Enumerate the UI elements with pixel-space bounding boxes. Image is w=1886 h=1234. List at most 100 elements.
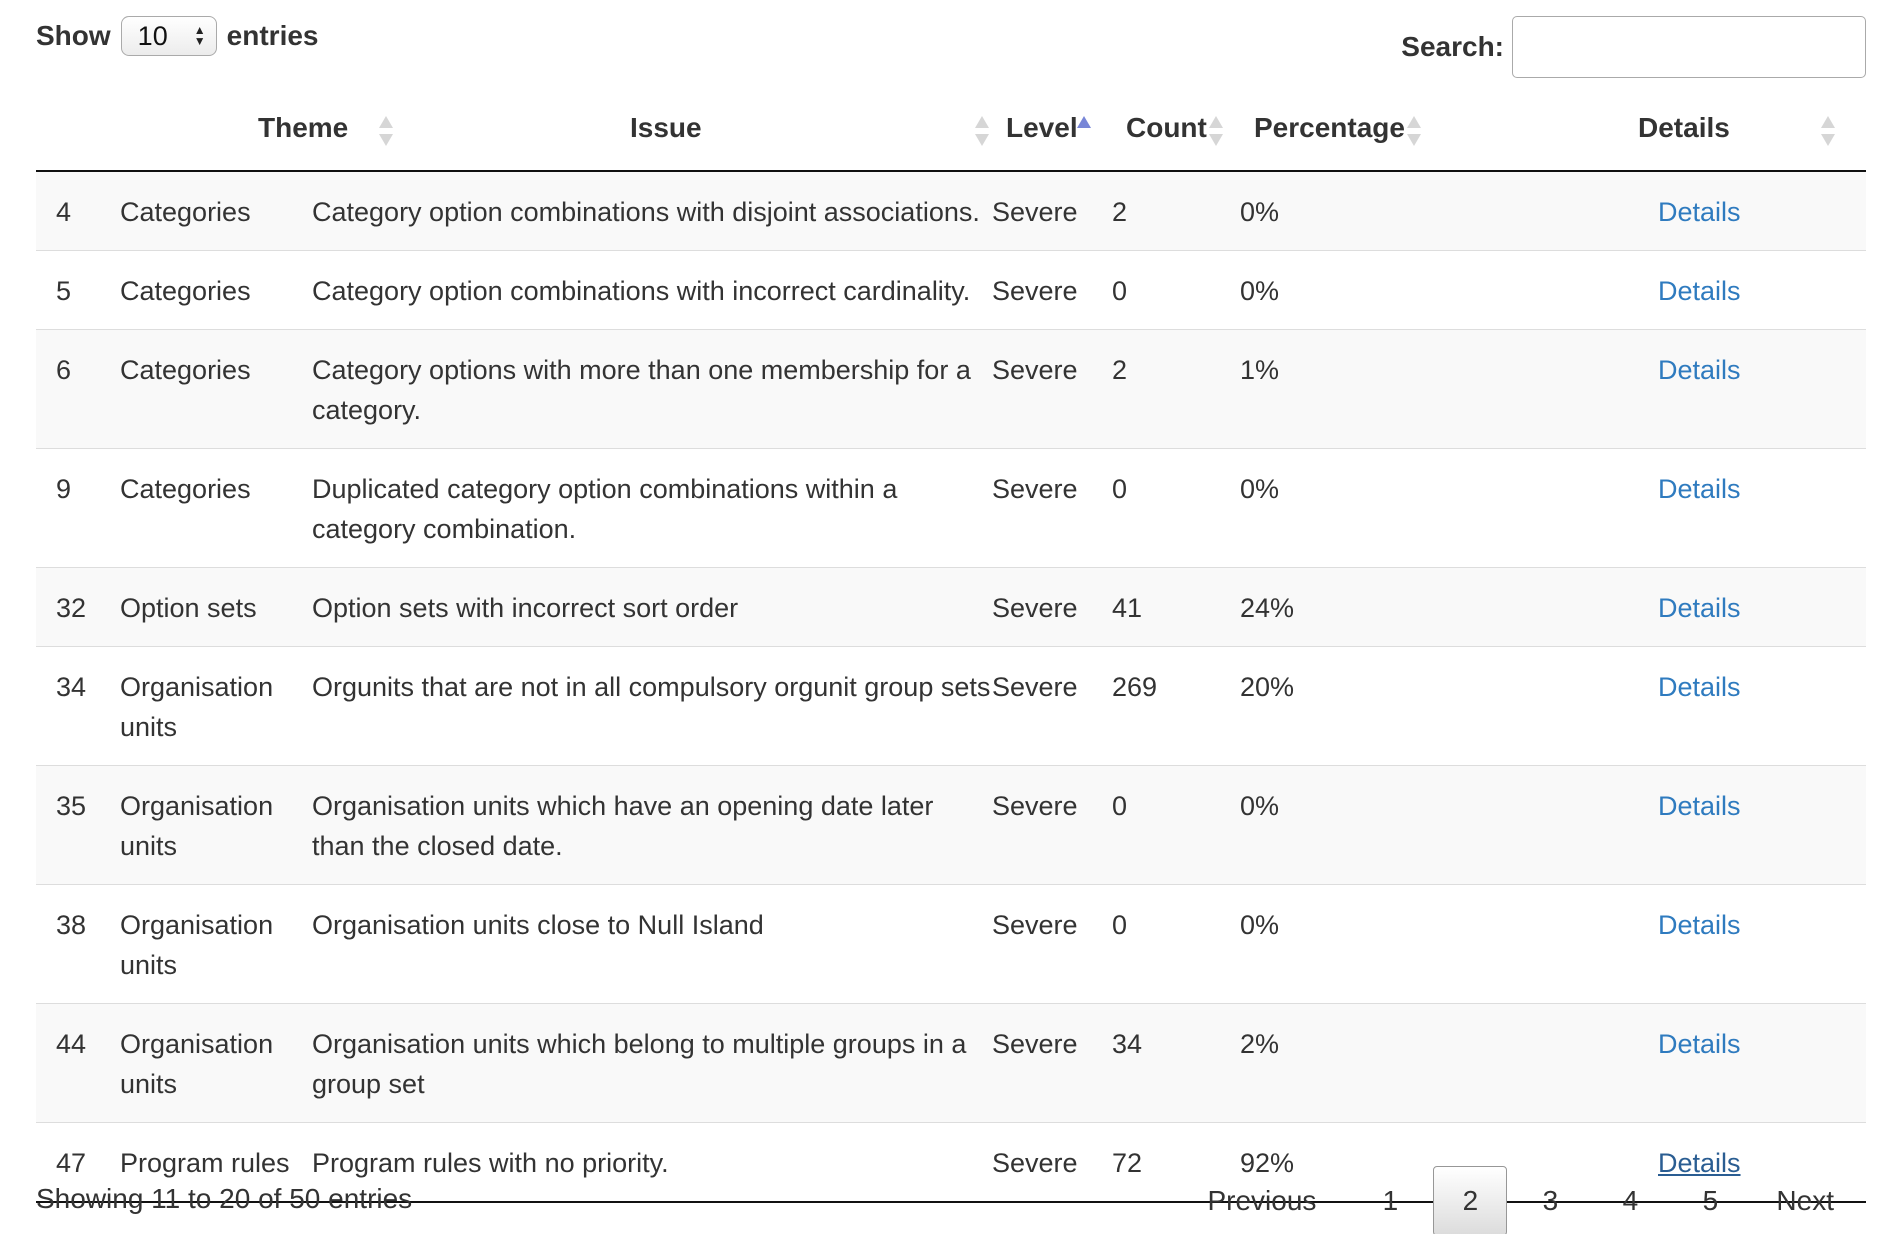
cell-id: 9 bbox=[36, 448, 112, 568]
details-link[interactable]: Details bbox=[1658, 197, 1741, 227]
table-row: 38 Organisation units Organisation units… bbox=[36, 884, 1866, 1004]
page-button-5[interactable]: 5 bbox=[1702, 1185, 1719, 1216]
sort-ascending-icon bbox=[1077, 116, 1091, 146]
column-header-theme[interactable]: Theme bbox=[112, 90, 393, 172]
cell-id: 6 bbox=[36, 329, 112, 449]
entries-select-value: 10 bbox=[137, 20, 168, 51]
column-header-level[interactable]: Level bbox=[992, 90, 1112, 172]
cell-details: Details bbox=[1428, 765, 1866, 885]
datatable-wrapper: Show 10 ▲ ▼ entries Search: Theme bbox=[36, 0, 1866, 1234]
cell-percentage: 20% bbox=[1240, 646, 1428, 766]
pagination: Previous 1 2 3 4 5 Next bbox=[1207, 1166, 1866, 1234]
table-row: 32 Option sets Option sets with incorrec… bbox=[36, 567, 1866, 647]
cell-percentage: 24% bbox=[1240, 567, 1428, 647]
table-row: 35 Organisation units Organisation units… bbox=[36, 765, 1866, 885]
cell-percentage: 0% bbox=[1240, 884, 1428, 1004]
select-arrows-icon: ▲ ▼ bbox=[193, 23, 206, 48]
table-row: 6 Categories Category options with more … bbox=[36, 329, 1866, 449]
cell-issue: Orgunits that are not in all compulsory … bbox=[312, 646, 992, 766]
cell-issue: Category option combinations with disjoi… bbox=[312, 171, 992, 251]
column-header-percentage[interactable]: Percentage bbox=[1240, 90, 1428, 172]
next-page-button[interactable]: Next bbox=[1776, 1185, 1834, 1216]
details-link[interactable]: Details bbox=[1658, 672, 1741, 702]
cell-percentage: 0% bbox=[1240, 250, 1428, 330]
cell-theme: Categories bbox=[112, 329, 312, 449]
cell-id: 32 bbox=[36, 567, 112, 647]
cell-level: Severe bbox=[992, 567, 1112, 647]
table-row: 4 Categories Category option combination… bbox=[36, 171, 1866, 251]
cell-level: Severe bbox=[992, 884, 1112, 1004]
page-button-1[interactable]: 1 bbox=[1382, 1185, 1399, 1216]
column-header-issue[interactable]: Issue bbox=[312, 90, 992, 172]
cell-percentage: 0% bbox=[1240, 448, 1428, 568]
cell-count: 72 bbox=[1112, 1122, 1240, 1203]
page-button-3[interactable]: 3 bbox=[1542, 1185, 1559, 1216]
cell-issue: Organisation units which belong to multi… bbox=[312, 1003, 992, 1123]
cell-theme: Categories bbox=[112, 250, 312, 330]
cell-theme: Categories bbox=[112, 448, 312, 568]
cell-issue: Option sets with incorrect sort order bbox=[312, 567, 992, 647]
column-header-id[interactable] bbox=[36, 90, 112, 172]
table-header-row: Theme Issue Level Count Percentage bbox=[36, 90, 1866, 172]
column-header-label: Details bbox=[1638, 112, 1730, 143]
table-row: 5 Categories Category option combination… bbox=[36, 250, 1866, 330]
cell-details: Details bbox=[1428, 448, 1866, 568]
show-label: Show bbox=[36, 20, 111, 51]
details-link[interactable]: Details bbox=[1658, 910, 1741, 940]
cell-details: Details bbox=[1428, 250, 1866, 330]
table-row: 34 Organisation units Orgunits that are … bbox=[36, 646, 1866, 766]
cell-theme: Organisation units bbox=[112, 765, 312, 885]
cell-id: 38 bbox=[36, 884, 112, 1004]
cell-details: Details bbox=[1428, 171, 1866, 251]
cell-id: 34 bbox=[36, 646, 112, 766]
cell-issue: Category option combinations with incorr… bbox=[312, 250, 992, 330]
table-row: 44 Organisation units Organisation units… bbox=[36, 1003, 1866, 1123]
cell-id: 47 bbox=[36, 1122, 112, 1203]
cell-percentage: 1% bbox=[1240, 329, 1428, 449]
cell-count: 41 bbox=[1112, 567, 1240, 647]
cell-issue: Duplicated category option combinations … bbox=[312, 448, 992, 568]
page-button-2-current[interactable]: 2 bbox=[1433, 1166, 1508, 1234]
cell-level: Severe bbox=[992, 646, 1112, 766]
cell-theme: Categories bbox=[112, 171, 312, 251]
cell-theme: Option sets bbox=[112, 567, 312, 647]
cell-count: 0 bbox=[1112, 765, 1240, 885]
details-link-hovered[interactable]: Details bbox=[1658, 1148, 1741, 1178]
cell-details: Details bbox=[1428, 329, 1866, 449]
cell-details: Details bbox=[1428, 567, 1866, 647]
cell-percentage: 92% bbox=[1240, 1122, 1428, 1203]
cell-id: 35 bbox=[36, 765, 112, 885]
cell-count: 2 bbox=[1112, 329, 1240, 449]
sort-both-icon bbox=[1209, 116, 1223, 146]
details-link[interactable]: Details bbox=[1658, 791, 1741, 821]
cell-issue: Organisation units close to Null Island bbox=[312, 884, 992, 1004]
details-link[interactable]: Details bbox=[1658, 1029, 1741, 1059]
column-header-label: Percentage bbox=[1254, 112, 1405, 143]
details-link[interactable]: Details bbox=[1658, 593, 1741, 623]
cell-theme: Organisation units bbox=[112, 1003, 312, 1123]
search-input[interactable] bbox=[1512, 16, 1866, 78]
cell-level: Severe bbox=[992, 765, 1112, 885]
entries-label: entries bbox=[226, 20, 319, 51]
column-header-count[interactable]: Count bbox=[1112, 90, 1240, 172]
cell-count: 34 bbox=[1112, 1003, 1240, 1123]
entries-select[interactable]: 10 ▲ ▼ bbox=[120, 16, 217, 56]
table-info: Showing 11 to 20 of 50 entries bbox=[36, 1183, 413, 1214]
search-label: Search: bbox=[1401, 31, 1504, 62]
cell-details: Details bbox=[1428, 646, 1866, 766]
details-link[interactable]: Details bbox=[1658, 355, 1741, 385]
previous-page-button[interactable]: Previous bbox=[1207, 1185, 1317, 1216]
column-header-label: Level bbox=[1006, 112, 1078, 143]
details-link[interactable]: Details bbox=[1658, 474, 1741, 504]
details-link[interactable]: Details bbox=[1658, 276, 1741, 306]
cell-count: 0 bbox=[1112, 884, 1240, 1004]
cell-percentage: 2% bbox=[1240, 1003, 1428, 1123]
page-button-4[interactable]: 4 bbox=[1622, 1185, 1639, 1216]
sort-both-icon bbox=[975, 116, 989, 146]
cell-theme: Program rules bbox=[112, 1122, 312, 1203]
entries-length-control: Show 10 ▲ ▼ entries bbox=[36, 16, 319, 56]
cell-id: 44 bbox=[36, 1003, 112, 1123]
table-row: 9 Categories Duplicated category option … bbox=[36, 448, 1866, 568]
cell-count: 269 bbox=[1112, 646, 1240, 766]
column-header-details[interactable]: Details bbox=[1428, 90, 1866, 172]
